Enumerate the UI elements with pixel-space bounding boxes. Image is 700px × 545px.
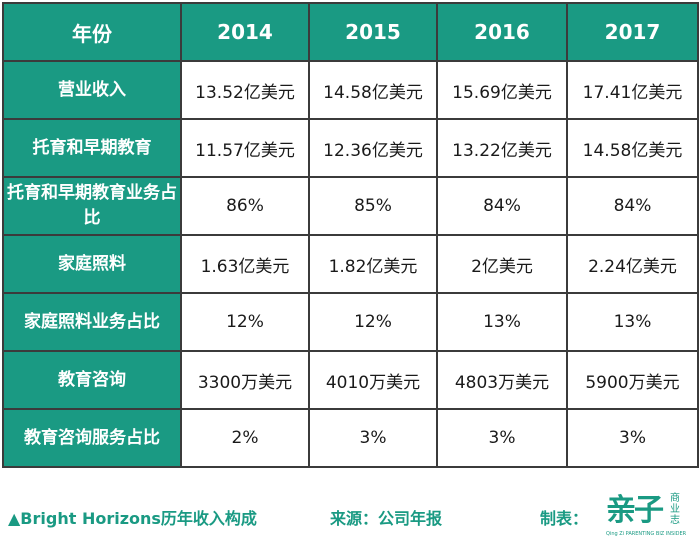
header-2014: 2014 (180, 2, 310, 62)
row-label: 教育咨询服务占比 (2, 408, 182, 468)
table-cell: 13.22亿美元 (436, 118, 568, 178)
table-cell: 3% (566, 408, 699, 468)
table-cell: 13% (436, 292, 568, 352)
header-year-label: 年份 (2, 2, 182, 62)
row-label: 家庭照料 (2, 234, 182, 294)
table-cell: 12% (180, 292, 310, 352)
table-cell: 1.63亿美元 (180, 234, 310, 294)
table-row: 家庭照料 1.63亿美元 1.82亿美元 2亿美元 2.24亿美元 (2, 234, 699, 294)
table-cell: 84% (436, 176, 568, 236)
table-cell: 17.41亿美元 (566, 60, 699, 120)
table-cell: 3% (436, 408, 568, 468)
table-cell: 12.36亿美元 (308, 118, 438, 178)
header-2017: 2017 (566, 2, 699, 62)
table-cell: 3300万美元 (180, 350, 310, 410)
table-row: 托育和早期教育业务占比 86% 85% 84% 84% (2, 176, 699, 236)
table-cell: 84% (566, 176, 699, 236)
table-cell: 2亿美元 (436, 234, 568, 294)
table-row: 家庭照料业务占比 12% 12% 13% 13% (2, 292, 699, 352)
row-label: 营业收入 (2, 60, 182, 120)
table-row: 教育咨询 3300万美元 4010万美元 4803万美元 5900万美元 (2, 350, 699, 410)
row-label: 教育咨询 (2, 350, 182, 410)
revenue-table: 年份 2014 2015 2016 2017 营业收入 13.52亿美元 14.… (2, 2, 699, 468)
table-cell: 15.69亿美元 (436, 60, 568, 120)
table-row: 营业收入 13.52亿美元 14.58亿美元 15.69亿美元 17.41亿美元 (2, 60, 699, 120)
table-row: 教育咨询服务占比 2% 3% 3% 3% (2, 408, 699, 468)
table-cell: 86% (180, 176, 310, 236)
logo-subtitle: Qing Zi PARENTING BIZ INSIDER (606, 531, 687, 537)
row-label: 托育和早期教育业务占比 (2, 176, 182, 236)
header-2015: 2015 (308, 2, 438, 62)
table-cell: 2.24亿美元 (566, 234, 699, 294)
table-cell: 13% (566, 292, 699, 352)
header-2016: 2016 (436, 2, 568, 62)
logo-side-text: 商业志 (670, 493, 680, 526)
table-cell: 3% (308, 408, 438, 468)
table-cell: 4803万美元 (436, 350, 568, 410)
table-cell: 5900万美元 (566, 350, 699, 410)
table-cell: 11.57亿美元 (180, 118, 310, 178)
row-label: 家庭照料业务占比 (2, 292, 182, 352)
maker-label: 制表： (540, 509, 589, 528)
logo-wordmark: 亲子 (606, 493, 664, 528)
brand-logo: 亲子 商业志 Qing Zi PARENTING BIZ INSIDER (606, 493, 696, 541)
table-cell: 12% (308, 292, 438, 352)
table-cell: 14.58亿美元 (566, 118, 699, 178)
table-cell: 1.82亿美元 (308, 234, 438, 294)
table-cell: 4010万美元 (308, 350, 438, 410)
figure-caption: ▲Bright Horizons历年收入构成 (8, 509, 257, 528)
table-cell: 2% (180, 408, 310, 468)
footer: ▲Bright Horizons历年收入构成 来源：公司年报 制表： 亲子 商业… (0, 485, 700, 545)
table-cell: 85% (308, 176, 438, 236)
table-row: 托育和早期教育 11.57亿美元 12.36亿美元 13.22亿美元 14.58… (2, 118, 699, 178)
table-cell: 14.58亿美元 (308, 60, 438, 120)
table-header-row: 年份 2014 2015 2016 2017 (2, 2, 699, 62)
source-note: 来源：公司年报 (330, 509, 443, 528)
row-label: 托育和早期教育 (2, 118, 182, 178)
table-cell: 13.52亿美元 (180, 60, 310, 120)
